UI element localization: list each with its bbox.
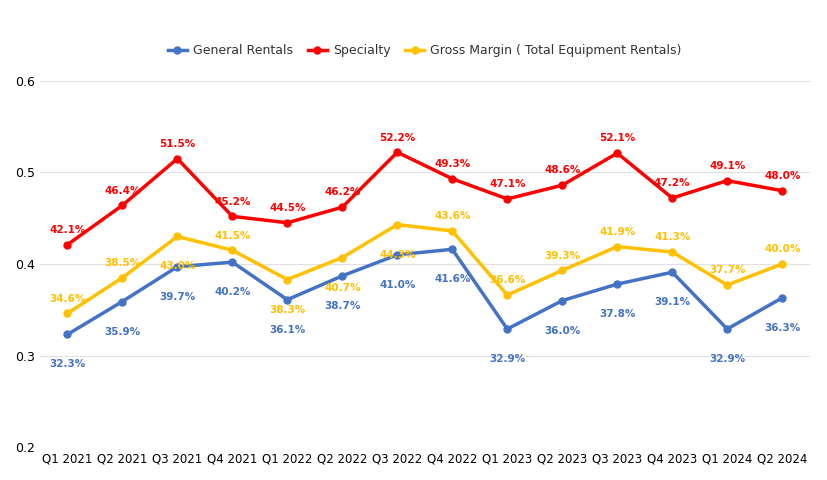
Specialty: [722, 178, 732, 183]
Text: 37.7%: 37.7%: [709, 265, 745, 276]
Gross Margin ( Total Equipment Rentals): [392, 222, 402, 228]
Gross Margin ( Total Equipment Rentals): [557, 267, 567, 273]
Specialty: [557, 182, 567, 188]
Text: 48.6%: 48.6%: [544, 166, 581, 176]
Specialty: [337, 204, 347, 210]
Gross Margin ( Total Equipment Rentals): [777, 261, 787, 267]
Text: 38.7%: 38.7%: [324, 301, 361, 311]
Specialty: [612, 150, 622, 156]
Gross Margin ( Total Equipment Rentals): [227, 247, 237, 253]
Text: 41.3%: 41.3%: [654, 232, 691, 242]
General Rentals: [502, 326, 512, 332]
Text: 36.6%: 36.6%: [489, 276, 525, 286]
Gross Margin ( Total Equipment Rentals): [62, 311, 72, 316]
General Rentals: [667, 269, 677, 275]
Text: 44.5%: 44.5%: [269, 203, 305, 213]
Line: Specialty: Specialty: [64, 149, 786, 248]
Text: 49.1%: 49.1%: [709, 161, 745, 171]
Text: 39.1%: 39.1%: [654, 297, 691, 307]
Line: General Rentals: General Rentals: [64, 246, 786, 338]
Specialty: [172, 156, 182, 162]
General Rentals: [612, 281, 622, 287]
Text: 52.1%: 52.1%: [599, 133, 635, 144]
General Rentals: [392, 252, 402, 258]
General Rentals: [172, 264, 182, 270]
General Rentals: [777, 295, 787, 301]
Specialty: [282, 220, 292, 226]
Text: 51.5%: 51.5%: [160, 139, 195, 149]
Text: 47.1%: 47.1%: [489, 179, 525, 189]
Gross Margin ( Total Equipment Rentals): [117, 275, 127, 281]
Gross Margin ( Total Equipment Rentals): [612, 244, 622, 250]
General Rentals: [447, 246, 457, 252]
Text: 46.4%: 46.4%: [104, 186, 141, 196]
Text: 41.6%: 41.6%: [434, 274, 471, 284]
Text: 38.3%: 38.3%: [269, 304, 305, 314]
Gross Margin ( Total Equipment Rentals): [502, 292, 512, 298]
Specialty: [667, 195, 677, 201]
Gross Margin ( Total Equipment Rentals): [172, 234, 182, 240]
Text: 52.2%: 52.2%: [379, 132, 415, 143]
Text: 40.0%: 40.0%: [764, 244, 801, 254]
Text: 36.0%: 36.0%: [544, 325, 581, 336]
Line: Gross Margin ( Total Equipment Rentals): Gross Margin ( Total Equipment Rentals): [64, 221, 786, 317]
Text: 40.7%: 40.7%: [324, 283, 361, 292]
Text: 46.2%: 46.2%: [324, 188, 361, 197]
Text: 32.9%: 32.9%: [490, 354, 525, 364]
Text: 41.5%: 41.5%: [214, 230, 251, 240]
Text: 49.3%: 49.3%: [434, 159, 471, 169]
Text: 36.1%: 36.1%: [269, 324, 305, 335]
General Rentals: [557, 298, 567, 303]
Text: 44.3%: 44.3%: [379, 250, 415, 260]
Text: 48.0%: 48.0%: [764, 171, 801, 181]
Specialty: [117, 203, 127, 208]
Text: 39.7%: 39.7%: [160, 292, 195, 302]
General Rentals: [282, 297, 292, 302]
General Rentals: [117, 299, 127, 304]
Legend: General Rentals, Specialty, Gross Margin ( Total Equipment Rentals): General Rentals, Specialty, Gross Margin…: [163, 39, 686, 62]
Gross Margin ( Total Equipment Rentals): [722, 282, 732, 288]
Text: 43.0%: 43.0%: [159, 262, 195, 272]
Text: 41.0%: 41.0%: [379, 280, 415, 290]
Gross Margin ( Total Equipment Rentals): [447, 228, 457, 234]
Text: 34.6%: 34.6%: [49, 294, 85, 304]
Specialty: [62, 242, 72, 248]
Text: 39.3%: 39.3%: [544, 251, 581, 261]
Text: 36.3%: 36.3%: [764, 323, 801, 333]
Text: 41.9%: 41.9%: [599, 227, 635, 237]
General Rentals: [337, 273, 347, 279]
General Rentals: [227, 259, 237, 265]
General Rentals: [722, 326, 732, 332]
Specialty: [447, 176, 457, 181]
Text: 47.2%: 47.2%: [654, 178, 691, 188]
Text: 38.5%: 38.5%: [104, 258, 141, 268]
Text: 40.2%: 40.2%: [214, 287, 251, 297]
Gross Margin ( Total Equipment Rentals): [337, 255, 347, 261]
Text: 42.1%: 42.1%: [49, 225, 85, 235]
Gross Margin ( Total Equipment Rentals): [667, 249, 677, 255]
Specialty: [392, 149, 402, 155]
Specialty: [777, 188, 787, 193]
Text: 37.8%: 37.8%: [599, 309, 635, 319]
Text: 43.6%: 43.6%: [434, 211, 471, 221]
Text: 45.2%: 45.2%: [214, 197, 251, 206]
Text: 35.9%: 35.9%: [104, 326, 141, 336]
Gross Margin ( Total Equipment Rentals): [282, 276, 292, 282]
Text: 32.3%: 32.3%: [50, 360, 85, 370]
Text: 32.9%: 32.9%: [710, 354, 745, 364]
General Rentals: [62, 332, 72, 337]
Specialty: [227, 214, 237, 219]
Specialty: [502, 196, 512, 202]
